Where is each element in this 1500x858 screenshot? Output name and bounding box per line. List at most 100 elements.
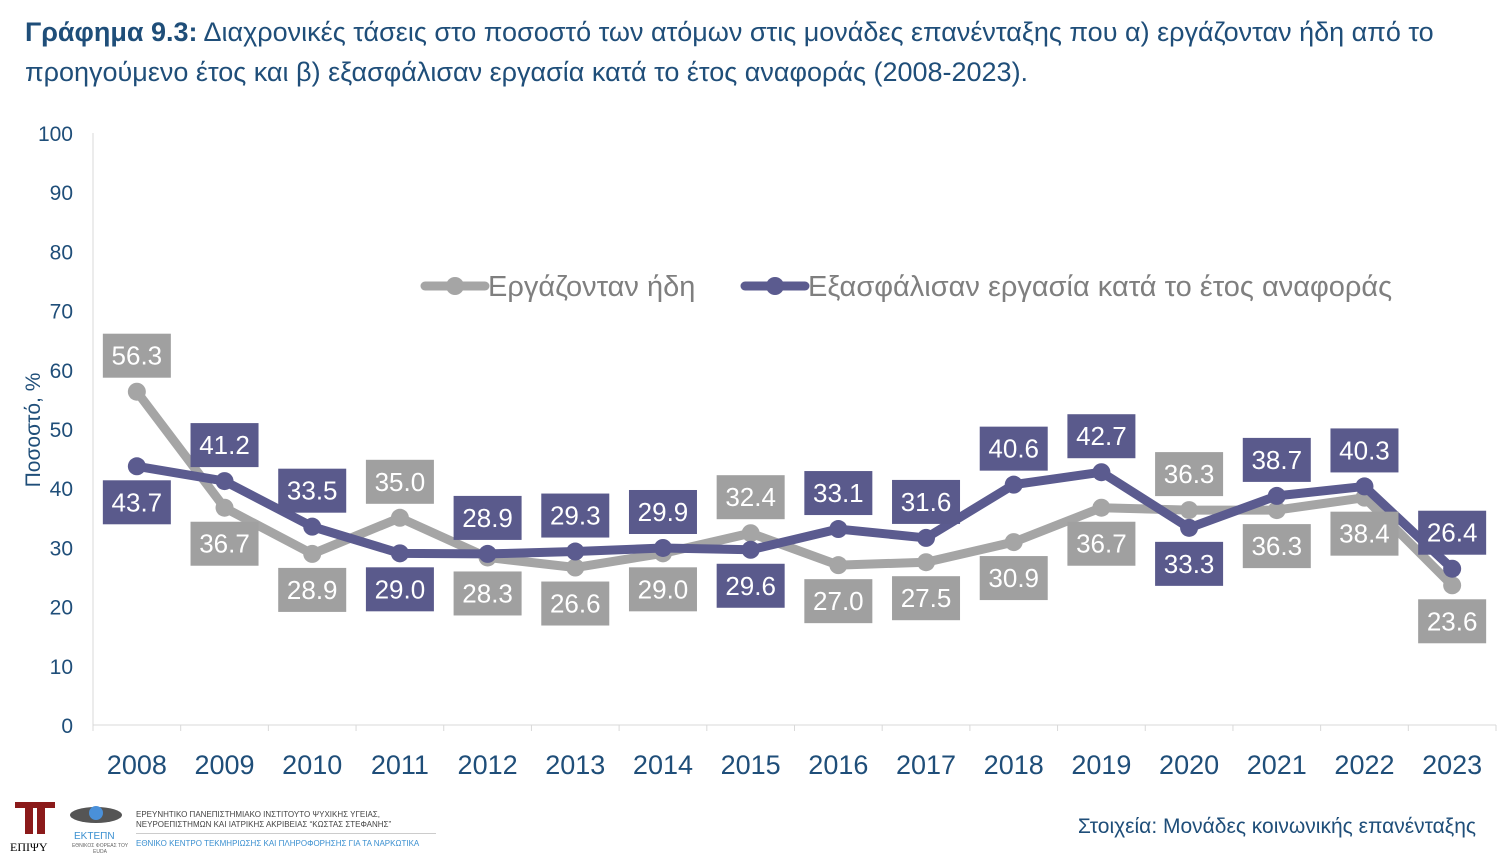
data-label-box [1330,428,1399,473]
x-tick-label: 2023 [1422,750,1482,780]
data-label-box [1242,437,1311,482]
data-label-box [892,576,961,621]
data-label: 43.7 [112,487,163,517]
data-label-box [1155,452,1224,497]
x-tick-label: 2010 [282,750,342,780]
data-point [1004,533,1023,552]
data-point [303,544,322,563]
data-label-box [102,333,171,378]
data-point [1267,501,1286,520]
data-label: 27.0 [813,586,864,616]
y-tick-label: 60 [50,360,73,383]
data-point [829,556,848,575]
data-point [1355,477,1374,496]
data-label-box [278,468,347,513]
y-tick-label: 10 [50,656,73,679]
data-label-box [1067,414,1136,459]
data-point [917,528,936,547]
data-label: 33.3 [1164,549,1215,579]
data-label: 40.3 [1339,435,1390,465]
data-label-box [1418,510,1487,555]
data-label-box [628,489,697,534]
x-tick-label: 2018 [984,750,1044,780]
x-tick-label: 2017 [896,750,956,780]
data-point [1267,486,1286,505]
data-label-box [541,581,610,626]
institute-line-3: ΕΘΝΙΚΟ ΚΕΝΤΡΟ ΤΕΚΜΗΡΙΩΣΗΣ ΚΑΙ ΠΛΗΡΟΦΟΡΗΣ… [136,839,420,848]
y-tick-label: 90 [50,182,73,205]
data-point [127,382,146,401]
series-line-1 [136,461,1456,572]
data-point [1443,576,1462,595]
logo-ektepn-sub: ΕΘΝΙΚΟΣ ΦΟΡΕΑΣ ΤΟΥ EUDA [71,843,129,855]
data-label: 38.7 [1251,445,1302,475]
data-label-box [804,579,873,624]
legend-label-0: Εργάζονταν ήδη [488,271,695,303]
figure-number: Γράφημα 9.3: [25,17,198,47]
data-label-box [190,521,259,566]
data-label-box [102,480,171,525]
data-label: 42.7 [1076,421,1127,451]
y-tick-label: 20 [50,597,73,620]
x-tick-label: 2011 [371,750,429,780]
data-label: 38.4 [1339,519,1390,549]
data-point [653,538,672,557]
data-point [566,558,585,577]
data-label: 36.3 [1164,459,1215,489]
data-point [127,457,146,476]
y-tick-label: 80 [50,241,73,264]
data-label: 29.0 [638,574,689,604]
data-label: 28.3 [462,578,513,608]
data-label-box [190,423,259,468]
x-tick-label: 2014 [633,750,693,780]
data-label-box [716,475,785,520]
data-label: 33.1 [813,478,864,508]
data-point [478,544,497,563]
data-label-box [365,459,434,504]
data-point [1092,498,1111,517]
chart-title: Γράφημα 9.3: Διαχρονικές τάσεις στο ποσο… [25,12,1485,92]
data-point [917,553,936,572]
data-label-box [541,493,610,538]
x-tick-label: 2009 [194,750,254,780]
data-point [1092,463,1111,482]
data-point [390,508,409,527]
data-point [829,520,848,539]
data-label: 32.4 [725,482,776,512]
footer-logos: ΕΠΙΨΥ ΕΚΤΕΠΝ ΕΘΝΙΚΟΣ ΦΟΡΕΑΣ ΤΟΥ EUDA ΕΡΕ… [8,798,448,856]
y-tick-label: 100 [38,123,73,146]
x-tick-label: 2008 [107,750,167,780]
legend-marker-1 [766,277,784,295]
data-label-box [453,571,522,616]
data-point [1004,475,1023,494]
title-text: Διαχρονικές τάσεις στο ποσοστό των ατόμω… [25,17,1434,87]
x-tick-label: 2012 [458,750,518,780]
epipsy-logo-icon [15,802,55,834]
data-point [1180,518,1199,537]
data-label: 29.9 [638,497,689,527]
data-label: 26.4 [1427,518,1478,548]
data-label: 36.7 [1076,529,1127,559]
data-point [215,472,234,491]
data-label: 36.7 [199,529,250,559]
data-label-box [365,567,434,612]
data-label-box [804,471,873,516]
data-label: 29.3 [550,501,601,531]
x-tick-label: 2016 [808,750,868,780]
data-label: 40.6 [988,434,1039,464]
data-label: 30.9 [988,563,1039,593]
divider [136,833,436,834]
data-label: 33.5 [287,476,338,506]
y-tick-label: 70 [50,301,73,324]
data-label-box [716,563,785,608]
x-tick-label: 2020 [1159,750,1219,780]
data-label: 35.0 [375,467,426,497]
data-label-box [1418,599,1487,644]
y-tick-label: 30 [50,537,73,560]
data-label-box [278,567,347,612]
data-label: 23.6 [1427,606,1478,636]
data-label: 26.6 [550,589,601,619]
data-label-box [453,495,522,540]
data-label-box [1067,521,1136,566]
y-axis-label: Ποσοστό, % [22,373,45,488]
